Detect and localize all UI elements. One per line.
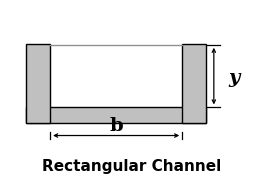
Bar [26, 44, 50, 123]
Bar [182, 44, 206, 123]
Text: y: y [228, 69, 240, 87]
Text: Rectangular Channel: Rectangular Channel [43, 159, 221, 174]
Bar [26, 107, 206, 123]
Text: b: b [109, 117, 123, 135]
